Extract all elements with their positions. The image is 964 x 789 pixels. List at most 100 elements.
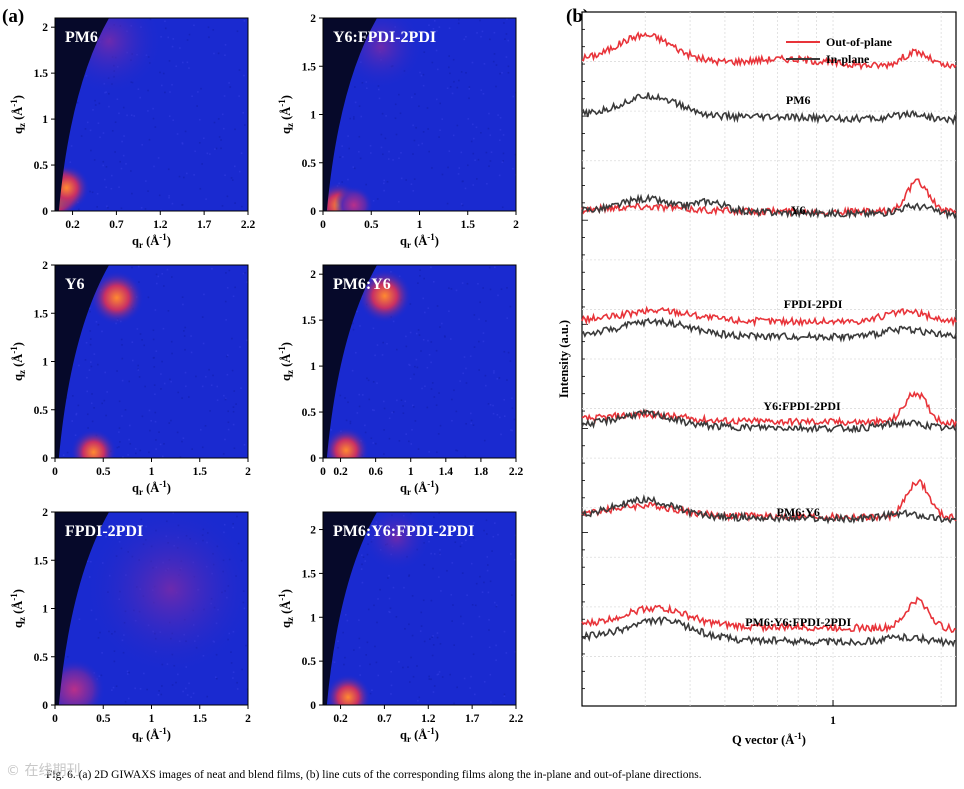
noise-dot (405, 335, 407, 338)
y-tick-label: 1 (42, 114, 48, 126)
noise-dot (97, 363, 99, 366)
noise-dot (181, 142, 184, 144)
out-of-plane-line (581, 178, 957, 218)
noise-dot (137, 265, 140, 268)
noise-dot (496, 413, 499, 416)
noise-dot (236, 688, 239, 690)
noise-dot (424, 385, 426, 388)
noise-dot (427, 35, 430, 38)
map-title: Y6 (65, 276, 85, 293)
noise-dot (399, 112, 402, 115)
noise-dot (116, 98, 119, 101)
noise-dot (354, 351, 357, 354)
noise-dot (226, 286, 229, 289)
noise-dot (136, 328, 139, 330)
noise-dot (396, 399, 398, 402)
giwaxs-panel: Y6 0 0.5 1 1.5 2 0 0.5 1 1.5 2 qr (Å-1) qz (Å-1) (9, 260, 251, 497)
noise-dot (162, 72, 165, 75)
noise-dot (381, 354, 384, 356)
diffraction-peak (357, 268, 412, 323)
y-tick-label: 0 (42, 700, 48, 712)
noise-dot (344, 397, 346, 399)
noise-dot (373, 409, 375, 412)
noise-dot (138, 376, 141, 378)
noise-dot (476, 178, 478, 180)
noise-dot (383, 429, 385, 431)
noise-dot (433, 516, 435, 519)
noise-dot (171, 352, 173, 355)
noise-dot (453, 389, 455, 392)
noise-dot (503, 693, 506, 696)
noise-dot (161, 685, 163, 687)
y-tick-label: 0.5 (302, 407, 317, 419)
noise-dot (503, 695, 506, 698)
noise-dot (155, 282, 158, 285)
noise-dot (383, 182, 385, 185)
noise-dot (213, 121, 216, 124)
noise-dot (485, 320, 487, 322)
noise-dot (124, 409, 127, 411)
noise-dot (398, 661, 400, 663)
noise-dot (432, 691, 435, 693)
noise-dot (127, 697, 130, 700)
x-tick-label: 0.2 (333, 466, 348, 478)
noise-dot (383, 179, 386, 182)
noise-dot (431, 636, 434, 638)
noise-dot (105, 186, 108, 189)
noise-dot (370, 152, 372, 154)
noise-dot (378, 97, 381, 100)
noise-dot (497, 114, 499, 116)
y-tick-label: 1 (310, 361, 316, 373)
noise-dot (505, 56, 508, 58)
noise-dot (372, 199, 375, 202)
y-tick-label: 0 (42, 206, 48, 218)
noise-dot (390, 670, 393, 673)
noise-dot (75, 413, 78, 416)
noise-dot (364, 560, 367, 562)
noise-dot (198, 142, 201, 144)
noise-dot (224, 54, 226, 57)
noise-dot (465, 71, 467, 74)
noise-dot (121, 379, 124, 382)
noise-dot (411, 634, 414, 637)
noise-dot (147, 89, 149, 92)
noise-dot (163, 285, 165, 287)
noise-dot (353, 167, 356, 170)
noise-dot (347, 401, 349, 404)
noise-dot (105, 166, 108, 168)
noise-dot (99, 136, 101, 139)
noise-dot (358, 637, 361, 640)
noise-dot (415, 358, 418, 361)
noise-dot (485, 533, 488, 535)
noise-dot (412, 406, 415, 408)
noise-dot (455, 410, 458, 413)
noise-dot (86, 121, 89, 124)
noise-dot (438, 671, 441, 673)
noise-dot (431, 167, 433, 169)
noise-dot (223, 394, 225, 397)
noise-dot (133, 115, 136, 117)
noise-dot (242, 112, 245, 114)
noise-dot (438, 392, 440, 394)
noise-dot (489, 404, 492, 406)
noise-dot (185, 172, 188, 175)
noise-dot (430, 361, 432, 364)
noise-dot (240, 152, 243, 155)
watermark: © 在线期刊 (6, 763, 81, 779)
noise-dot (164, 20, 166, 23)
noise-dot (377, 598, 379, 600)
noise-dot (171, 45, 174, 48)
noise-dot (114, 121, 117, 124)
noise-dot (503, 22, 505, 24)
noise-dot (395, 616, 398, 618)
noise-dot (201, 163, 203, 165)
x-tick-label: 1 (149, 713, 155, 725)
noise-dot (341, 145, 343, 147)
noise-dot (420, 611, 423, 614)
noise-dot (412, 404, 414, 407)
noise-dot (346, 619, 349, 622)
noise-dot (369, 663, 371, 666)
noise-dot (479, 19, 481, 22)
noise-dot (483, 581, 485, 584)
noise-dot (493, 370, 495, 372)
